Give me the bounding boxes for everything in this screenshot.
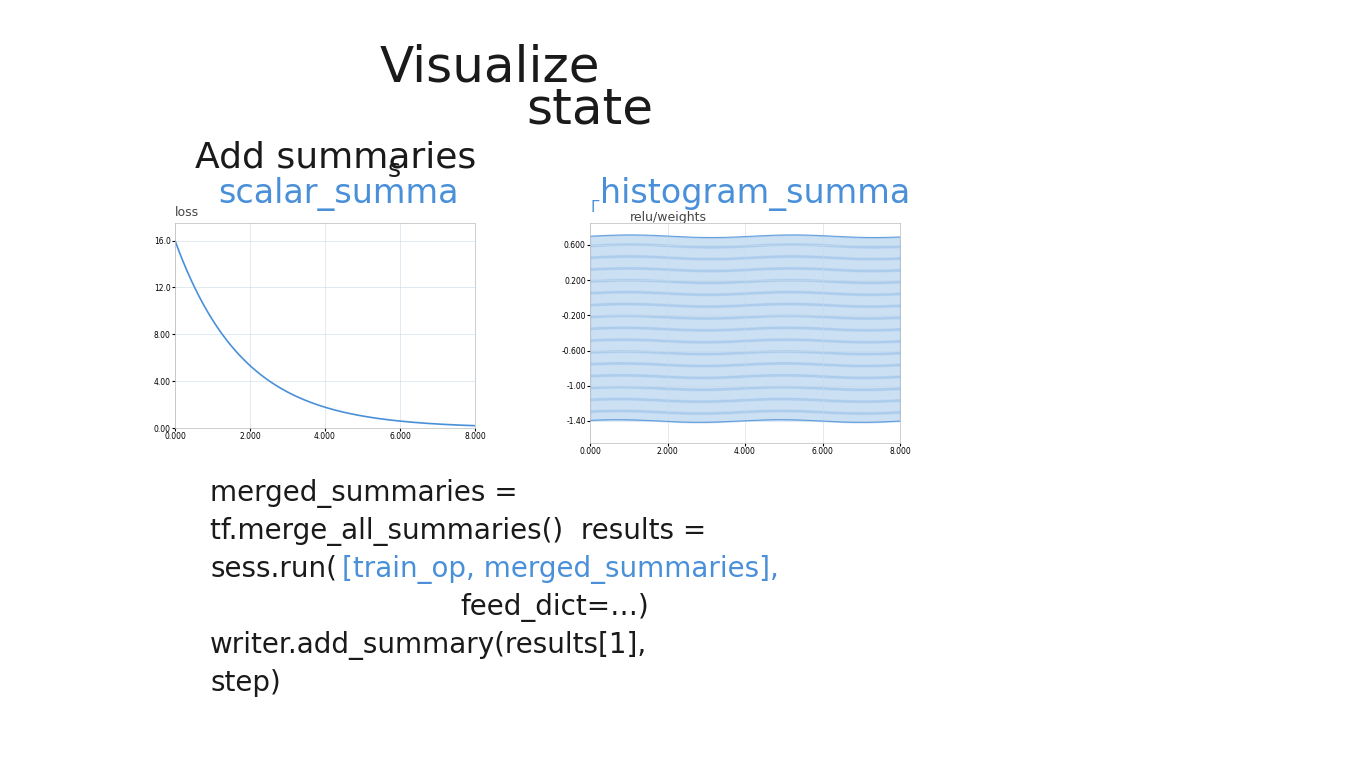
Text: [train_op, merged_summaries],: [train_op, merged_summaries], — [343, 554, 779, 584]
Text: writer.add_summary(results[1],: writer.add_summary(results[1], — [210, 631, 647, 660]
Text: scalar_summa: scalar_summa — [218, 177, 459, 211]
Text: histogram_summa: histogram_summa — [601, 177, 910, 211]
Text: sess.run(: sess.run( — [210, 555, 337, 583]
Text: Add summaries: Add summaries — [195, 141, 476, 175]
Text: merged_summaries =: merged_summaries = — [210, 478, 517, 508]
Text: [  ]: [ ] — [595, 430, 606, 440]
Text: relu/weights: relu/weights — [631, 210, 707, 223]
Text: s: s — [388, 158, 401, 182]
Text: tf.merge_all_summaries()  results =: tf.merge_all_summaries() results = — [210, 517, 706, 545]
Text: state: state — [527, 86, 654, 134]
Text: feed_dict=…): feed_dict=…) — [460, 592, 648, 621]
Text: Γ: Γ — [590, 200, 598, 216]
Text: loss: loss — [175, 207, 199, 220]
Text: step): step) — [210, 669, 281, 697]
Text: [  ]: [ ] — [180, 415, 191, 425]
Text: Visualize: Visualize — [379, 44, 601, 92]
